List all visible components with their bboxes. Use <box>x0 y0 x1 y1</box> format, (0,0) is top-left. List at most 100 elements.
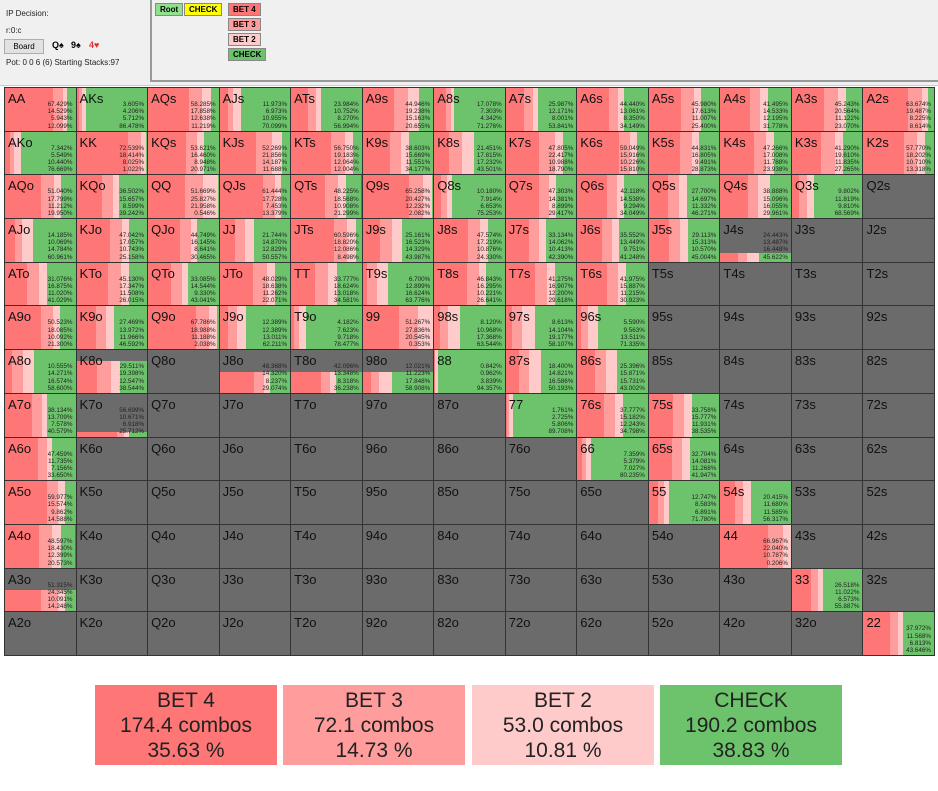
hand-cell-TT[interactable]: 33.777% 18.624% 13.018% 34.581% TT <box>291 262 362 306</box>
hand-cell-K5s[interactable]: 44.831% 16.805% 9.491% 28.873% K5s <box>648 131 720 175</box>
hand-cell-T6o[interactable]: T6o <box>291 437 362 481</box>
hand-cell-AKs[interactable]: 3.605% 4.206% 5.712% 86.478% AKs <box>76 88 148 131</box>
hand-cell-76s[interactable]: 37.777% 15.182% 12.243% 34.798% 76s <box>577 393 648 437</box>
hand-cell-K2s[interactable]: 57.770% 18.202% 10.710% 13.318% K2s <box>863 131 934 175</box>
hand-cell-J8o[interactable]: 48.368% 14.320% 8.237% 29.074% J8o <box>219 350 291 393</box>
hand-cell-53o[interactable]: 53o <box>648 568 720 612</box>
hand-cell-AA[interactable]: 67.429% 14.529% 5.943% 12.099% AA <box>5 88 76 131</box>
hand-cell-93s[interactable]: 93s <box>791 306 863 350</box>
hand-cell-85s[interactable]: 85s <box>648 350 720 393</box>
hand-cell-J4o[interactable]: J4o <box>219 524 291 568</box>
hand-cell-Q2o[interactable]: Q2o <box>148 612 219 655</box>
hand-cell-A4o[interactable]: 48.597% 18.430% 12.399% 20.573% A4o <box>5 524 76 568</box>
hand-cell-Q7s[interactable]: 47.303% 14.381% 8.899% 29.417% Q7s <box>505 175 577 219</box>
hand-cell-66[interactable]: 7.359% 5.379% 7.027% 80.235% 66 <box>577 437 648 481</box>
hand-cell-52o[interactable]: 52o <box>648 612 720 655</box>
hand-cell-A3s[interactable]: 45.243% 20.564% 11.122% 23.070% A3s <box>791 88 863 131</box>
hand-cell-Q3s[interactable]: 9.802% 11.819% 9.810% 68.569% Q3s <box>791 175 863 219</box>
hand-cell-K4s[interactable]: 47.266% 17.008% 11.788% 23.938% K4s <box>720 131 791 175</box>
hand-cell-K6o[interactable]: K6o <box>76 437 148 481</box>
hand-cell-J7o[interactable]: J7o <box>219 393 291 437</box>
hand-cell-K3o[interactable]: K3o <box>76 568 148 612</box>
hand-cell-Q3o[interactable]: Q3o <box>148 568 219 612</box>
hand-cell-T7o[interactable]: T7o <box>291 393 362 437</box>
hand-cell-65s[interactable]: 32.704% 14.081% 11.268% 41.947% 65s <box>648 437 720 481</box>
hand-cell-63o[interactable]: 63o <box>577 568 648 612</box>
hand-cell-JJ[interactable]: 21.744% 14.870% 12.829% 50.557% JJ <box>219 219 291 262</box>
hand-cell-43s[interactable]: 43s <box>791 524 863 568</box>
hand-cell-86o[interactable]: 86o <box>434 437 505 481</box>
hand-cell-K7s[interactable]: 47.805% 22.417% 10.988% 18.790% K7s <box>505 131 577 175</box>
hand-cell-73s[interactable]: 73s <box>791 393 863 437</box>
hand-cell-95o[interactable]: 95o <box>362 481 434 524</box>
hand-cell-T2o[interactable]: T2o <box>291 612 362 655</box>
hand-cell-98s[interactable]: 8.120% 10.968% 17.368% 63.544% 98s <box>434 306 505 350</box>
hand-cell-J9o[interactable]: 12.389% 12.389% 13.011% 62.211% J9o <box>219 306 291 350</box>
hand-cell-A6s[interactable]: 44.440% 13.061% 8.350% 34.149% A6s <box>577 88 648 131</box>
hand-cell-Q5s[interactable]: 27.700% 14.697% 11.332% 46.271% Q5s <box>648 175 720 219</box>
hand-cell-KQs[interactable]: 53.621% 16.460% 8.948% 20.971% KQs <box>148 131 219 175</box>
hand-cell-Q2s[interactable]: Q2s <box>863 175 934 219</box>
hand-cell-KQo[interactable]: 36.502% 15.657% 8.599% 39.242% KQo <box>76 175 148 219</box>
hand-cell-T7s[interactable]: 41.275% 16.907% 12.200% 29.618% T7s <box>505 262 577 306</box>
hand-cell-A2s[interactable]: 63.674% 19.487% 8.225% 8.614% A2s <box>863 88 934 131</box>
hand-cell-QJo[interactable]: 44.749% 16.145% 8.641% 30.465% QJo <box>148 219 219 262</box>
hand-cell-93o[interactable]: 93o <box>362 568 434 612</box>
tree-node-check-child[interactable]: CHECK <box>228 48 267 61</box>
hand-cell-K9s[interactable]: 38.603% 15.669% 11.551% 34.177% K9s <box>362 131 434 175</box>
hand-cell-JTs[interactable]: 60.596% 18.820% 12.086% 8.498% JTs <box>291 219 362 262</box>
hand-cell-42o[interactable]: 42o <box>720 612 791 655</box>
hand-cell-ATo[interactable]: 31.076% 16.875% 11.020% 41.029% ATo <box>5 262 76 306</box>
hand-cell-T3s[interactable]: T3s <box>791 262 863 306</box>
hand-cell-K3s[interactable]: 41.290% 19.610% 11.835% 27.265% K3s <box>791 131 863 175</box>
hand-cell-84s[interactable]: 84s <box>720 350 791 393</box>
hand-cell-J4s[interactable]: 24.443% 13.487% 16.448% 45.622% J4s <box>720 219 791 262</box>
hand-cell-33[interactable]: 26.518% 11.022% 6.573% 55.887% 33 <box>791 568 863 612</box>
hand-cell-Q6s[interactable]: 42.118% 14.538% 9.294% 34.049% Q6s <box>577 175 648 219</box>
hand-cell-64o[interactable]: 64o <box>577 524 648 568</box>
hand-cell-AQs[interactable]: 58.285% 17.858% 12.638% 11.219% AQs <box>148 88 219 131</box>
hand-cell-A2o[interactable]: A2o <box>5 612 76 655</box>
tree-node-root[interactable]: Root <box>155 3 184 16</box>
hand-cell-QTo[interactable]: 33.085% 14.544% 9.330% 43.041% QTo <box>148 262 219 306</box>
hand-cell-Q9o[interactable]: 67.786% 18.988% 11.188% 2.038% Q9o <box>148 306 219 350</box>
hand-cell-T4o[interactable]: T4o <box>291 524 362 568</box>
hand-cell-J6s[interactable]: 35.552% 13.449% 9.751% 41.248% J6s <box>577 219 648 262</box>
hand-cell-94o[interactable]: 94o <box>362 524 434 568</box>
hand-cell-A7o[interactable]: 38.134% 13.709% 7.578% 40.579% A7o <box>5 393 76 437</box>
hand-cell-T2s[interactable]: T2s <box>863 262 934 306</box>
hand-cell-JTo[interactable]: 48.029% 18.638% 11.262% 22.071% JTo <box>219 262 291 306</box>
hand-cell-73o[interactable]: 73o <box>505 568 577 612</box>
hand-cell-86s[interactable]: 25.396% 15.871% 15.731% 43.002% 86s <box>577 350 648 393</box>
hand-cell-82o[interactable]: 82o <box>434 612 505 655</box>
hand-cell-T3o[interactable]: T3o <box>291 568 362 612</box>
hand-cell-95s[interactable]: 95s <box>648 306 720 350</box>
hand-cell-32s[interactable]: 32s <box>863 568 934 612</box>
hand-cell-97o[interactable]: 97o <box>362 393 434 437</box>
hand-cell-J5s[interactable]: 29.113% 15.313% 10.570% 45.004% J5s <box>648 219 720 262</box>
hand-cell-J3o[interactable]: J3o <box>219 568 291 612</box>
hand-cell-KJo[interactable]: 47.042% 17.057% 10.743% 25.158% KJo <box>76 219 148 262</box>
hand-cell-83s[interactable]: 83s <box>791 350 863 393</box>
hand-cell-T6s[interactable]: 41.975% 15.887% 11.215% 30.923% T6s <box>577 262 648 306</box>
hand-cell-Q9s[interactable]: 65.258% 20.427% 12.232% 2.082% Q9s <box>362 175 434 219</box>
hand-cell-42s[interactable]: 42s <box>863 524 934 568</box>
hand-cell-AJo[interactable]: 14.185% 10.069% 14.784% 60.961% AJo <box>5 219 76 262</box>
hand-cell-83o[interactable]: 83o <box>434 568 505 612</box>
hand-cell-64s[interactable]: 64s <box>720 437 791 481</box>
hand-cell-A3o[interactable]: 51.315% 24.345% 10.091% 14.248% A3o <box>5 568 76 612</box>
hand-cell-88[interactable]: 0.842% 0.962% 3.839% 94.357% 88 <box>434 350 505 393</box>
hand-cell-87o[interactable]: 87o <box>434 393 505 437</box>
hand-cell-82s[interactable]: 82s <box>863 350 934 393</box>
hand-cell-A9s[interactable]: 44.946% 19.238% 15.163% 20.655% A9s <box>362 88 434 131</box>
hand-cell-A8o[interactable]: 10.555% 14.271% 16.574% 58.600% A8o <box>5 350 76 393</box>
hand-cell-J3s[interactable]: J3s <box>791 219 863 262</box>
hand-cell-Q8o[interactable]: Q8o <box>148 350 219 393</box>
hand-cell-K4o[interactable]: K4o <box>76 524 148 568</box>
hand-cell-T5s[interactable]: T5s <box>648 262 720 306</box>
hand-cell-72o[interactable]: 72o <box>505 612 577 655</box>
hand-cell-KK[interactable]: 72.539% 18.414% 8.025% 1.022% KK <box>76 131 148 175</box>
hand-cell-52s[interactable]: 52s <box>863 481 934 524</box>
hand-cell-84o[interactable]: 84o <box>434 524 505 568</box>
hand-cell-A6o[interactable]: 47.459% 11.735% 7.156% 33.650% A6o <box>5 437 76 481</box>
